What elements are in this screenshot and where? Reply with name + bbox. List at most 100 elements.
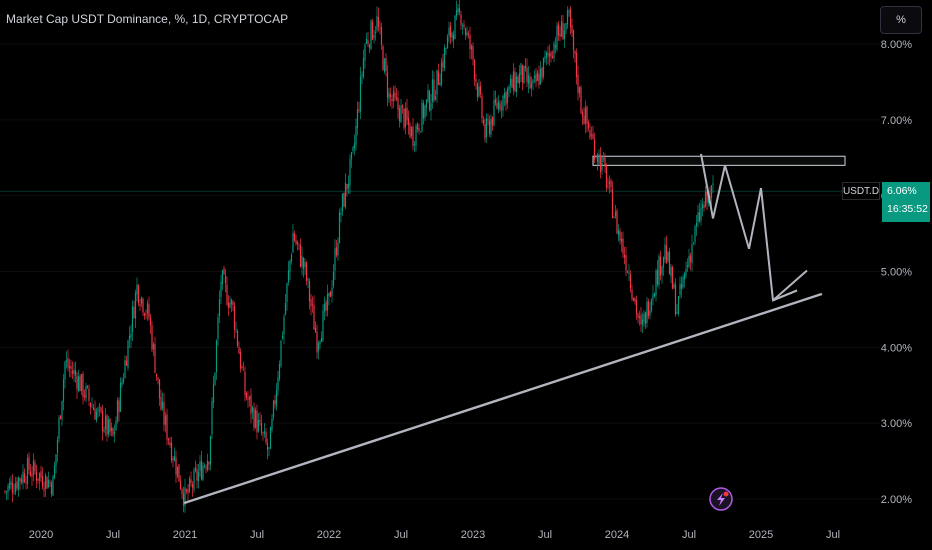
candle-body: [595, 156, 597, 158]
drawings[interactable]: [0, 153, 880, 504]
candle-body: [25, 482, 27, 484]
candle-body: [317, 343, 320, 351]
candle-body: [31, 474, 33, 477]
candle-body: [269, 427, 272, 449]
candle-body: [296, 241, 299, 245]
candle-body: [476, 83, 479, 97]
candle-body: [536, 72, 539, 81]
resistance-zone[interactable]: [592, 155, 846, 166]
candle-body: [533, 75, 536, 79]
percent-scale-button[interactable]: %: [880, 6, 922, 34]
x-tick-label: Jul: [538, 529, 552, 541]
candle-body: [346, 184, 348, 190]
candle-body: [484, 123, 486, 140]
candle-body: [493, 100, 495, 126]
candle-body: [118, 400, 120, 412]
candle-body: [221, 270, 224, 285]
candle-body: [313, 305, 315, 330]
candle-body: [527, 75, 530, 84]
candle-body: [139, 304, 141, 306]
candle-body: [551, 56, 554, 59]
x-tick-label: Jul: [682, 529, 696, 541]
candle-body: [233, 305, 236, 330]
price-value: 6.06%: [887, 185, 917, 197]
candle-body: [362, 58, 365, 77]
candle-body: [59, 415, 62, 419]
candle-body: [155, 373, 158, 377]
y-axis: 8.00%7.00%6.00%5.00%4.00%3.00%2.00%: [881, 39, 912, 506]
candle-body: [116, 399, 119, 422]
candle-body: [218, 298, 221, 317]
candle-body: [679, 283, 681, 296]
candle-body: [559, 33, 561, 37]
candle-body: [494, 99, 497, 104]
candle-body: [430, 103, 432, 111]
candle-body: [458, 8, 461, 13]
candle-body: [266, 443, 269, 450]
candle-body: [548, 53, 551, 57]
candle-body: [338, 212, 341, 243]
bar-countdown: 16:35:52: [887, 203, 928, 215]
candle-body: [616, 210, 618, 234]
candle-body: [706, 191, 708, 203]
candle-body: [355, 125, 357, 145]
candle-body: [259, 419, 261, 422]
candle-body: [694, 226, 696, 243]
candle-body: [133, 306, 135, 319]
candle-body: [251, 407, 254, 412]
candle-body: [676, 312, 678, 314]
candle-body: [638, 316, 641, 319]
candle-body: [290, 254, 293, 262]
candle-body: [349, 159, 351, 186]
candle-body: [556, 25, 558, 50]
candle-body: [650, 299, 653, 311]
candle-body: [301, 255, 303, 267]
candle-body: [470, 45, 473, 50]
candle-body: [274, 400, 276, 404]
candle-body: [238, 347, 240, 354]
candle-body: [685, 268, 687, 276]
candle-body: [34, 462, 36, 472]
candle-body: [49, 482, 51, 483]
candle-body: [76, 376, 78, 390]
candle-body: [110, 427, 113, 432]
candle-body: [103, 429, 105, 432]
candle-body: [382, 46, 384, 71]
candle-body: [319, 341, 321, 345]
candle-body: [610, 180, 612, 188]
candle-body: [487, 119, 489, 121]
candle-body: [122, 378, 125, 383]
candle-body: [146, 303, 149, 314]
candle-body: [352, 147, 354, 151]
candle-body: [401, 104, 404, 108]
candle-body: [247, 398, 249, 401]
candle-body: [226, 284, 228, 305]
candle-body: [614, 211, 617, 217]
candle-body: [635, 300, 638, 315]
candle-body: [712, 183, 714, 185]
candle-body: [293, 233, 296, 241]
candle-body: [662, 257, 665, 268]
candle-body: [127, 340, 129, 368]
candle-body: [410, 127, 413, 136]
lightning-icon[interactable]: [709, 487, 733, 511]
candle-body: [446, 36, 449, 49]
candle-body: [332, 271, 335, 286]
candle-body: [428, 91, 431, 110]
candle-body: [532, 79, 534, 83]
candle-body: [643, 313, 645, 322]
candle-body: [463, 24, 465, 28]
candle-body: [83, 395, 86, 397]
candle-body: [478, 86, 480, 97]
candle-body: [383, 58, 386, 72]
candle-body: [260, 423, 263, 433]
candle-body: [151, 325, 153, 350]
grid: [0, 43, 880, 500]
candle-body: [469, 34, 471, 50]
candle-body: [574, 50, 576, 54]
candle-body: [347, 183, 350, 189]
candle-body: [119, 382, 122, 412]
candle-body: [334, 248, 336, 271]
candle-body: [649, 310, 651, 316]
